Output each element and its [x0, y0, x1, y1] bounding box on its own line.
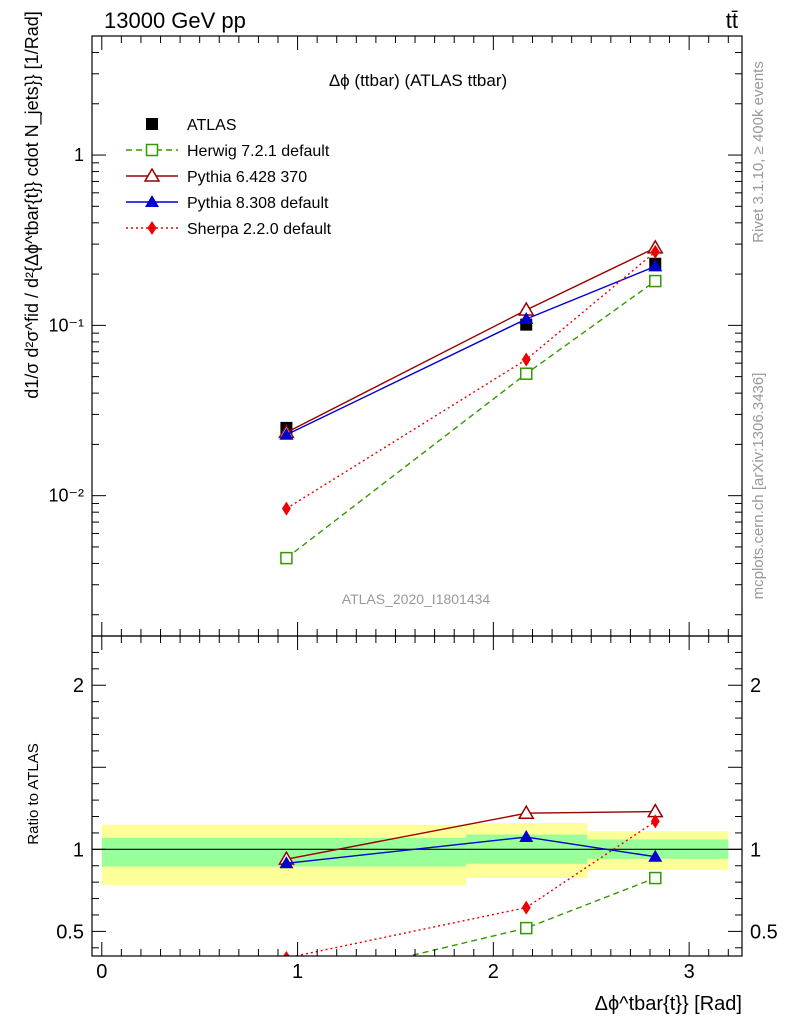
- legend-label: Sherpa 2.2.0 default: [187, 221, 332, 238]
- ratio-point-3-0: [283, 950, 290, 956]
- ratio-point-0-2: [649, 871, 662, 885]
- ratio-point-2-2: [648, 849, 663, 862]
- legend: ATLAS Herwig 7.2.1 default Pythia 6.428 37…: [126, 117, 332, 238]
- data-point-3-2: [648, 259, 663, 272]
- main-title: Δϕ (ttbar) (ATLAS ttbar): [329, 71, 507, 90]
- y-tick-label: 10⁻²: [48, 486, 84, 506]
- rivet-label: Rivet 3.1.10, ≥ 400k events: [750, 61, 767, 243]
- main-y-ticks: 10⁻² 10⁻¹ 1: [48, 35, 742, 616]
- series-line-4: [286, 251, 656, 510]
- legend-marker: [143, 167, 161, 182]
- legend-marker: [145, 195, 159, 207]
- header-right: tt̄: [726, 8, 738, 33]
- legend-label: ATLAS: [187, 117, 237, 134]
- x-tick-label: 3: [684, 961, 695, 983]
- ratio-line-0: [406, 877, 656, 956]
- data-point-1-0: [280, 551, 293, 565]
- x-tick-label: 1: [292, 961, 303, 983]
- ratio-y-tick-label: 1: [73, 839, 84, 861]
- ratio-point-1-1: [517, 804, 535, 819]
- ratio-y-tick-label-right: 1: [750, 839, 761, 861]
- y-tick-label: 1: [74, 145, 84, 165]
- x-axis-ticks: 0 1 2 3: [96, 36, 729, 983]
- watermark: ATLAS_2020_I1801434: [342, 591, 491, 607]
- legend-label: Pythia 6.428 370: [187, 169, 307, 186]
- ratio-point-2-0: [279, 856, 294, 869]
- data-point-3-0: [279, 427, 294, 440]
- ratio-point-3-1: [521, 900, 531, 915]
- data-point-3-1: [519, 311, 534, 324]
- x-tick-label: 0: [96, 961, 107, 983]
- data-point-4-2: [650, 244, 660, 259]
- legend-label: Pythia 8.308 default: [187, 195, 329, 212]
- mcplots-label: mcplots.cern.ch [arXiv:1306.3436]: [750, 373, 767, 600]
- ratio-ylabel: Ratio to ATLAS: [25, 743, 42, 844]
- y-tick-label: 10⁻¹: [48, 315, 84, 335]
- ratio-y-tick-label-right: 0.5: [750, 921, 778, 943]
- ratio-point-0-1: [519, 921, 533, 935]
- legend-marker: [146, 118, 158, 130]
- ratio-point-2-1: [519, 830, 534, 843]
- legend-marker: [145, 143, 159, 157]
- data-point-4-1: [521, 352, 531, 367]
- ratio-point-0-0: [281, 980, 292, 991]
- data-point-1-1: [519, 367, 533, 380]
- legend-marker: [147, 221, 157, 235]
- legend-label: Herwig 7.2.1 default: [187, 143, 330, 160]
- x-tick-label: 2: [488, 961, 499, 983]
- main-ylabel: d1/σ d²σ^fid / d²{Δϕ^tbar{t}} cdot N_jet…: [22, 11, 43, 398]
- ratio-y-tick-label-right: 2: [750, 675, 761, 697]
- series-line-2: [286, 247, 656, 434]
- series-line-3: [286, 265, 656, 436]
- ratio-frame: [91, 635, 743, 957]
- header-left: 13000 GeV pp: [104, 8, 246, 33]
- main-plot-panel: 10⁻² 10⁻¹ 1: [48, 35, 743, 637]
- ratio-plot-panel: 0 1 2 3 0.5 0.5 1 1 2 2: [56, 36, 778, 991]
- ratio-point-3-2: [650, 814, 660, 829]
- ratio-y-ticks: 0.5 0.5 1 1 2 2: [56, 651, 778, 949]
- data-point-1-2: [649, 274, 662, 288]
- ratio-y-tick-label: 2: [73, 675, 84, 697]
- series-line-1: [285, 280, 656, 559]
- main-series-group: [278, 239, 664, 565]
- data-point-4-0: [281, 501, 291, 516]
- x-axis-label: Δϕ^tbar{t}} [Rad]: [595, 993, 742, 1015]
- ratio-y-tick-label: 0.5: [56, 921, 84, 943]
- ratio-series-group: [278, 803, 664, 991]
